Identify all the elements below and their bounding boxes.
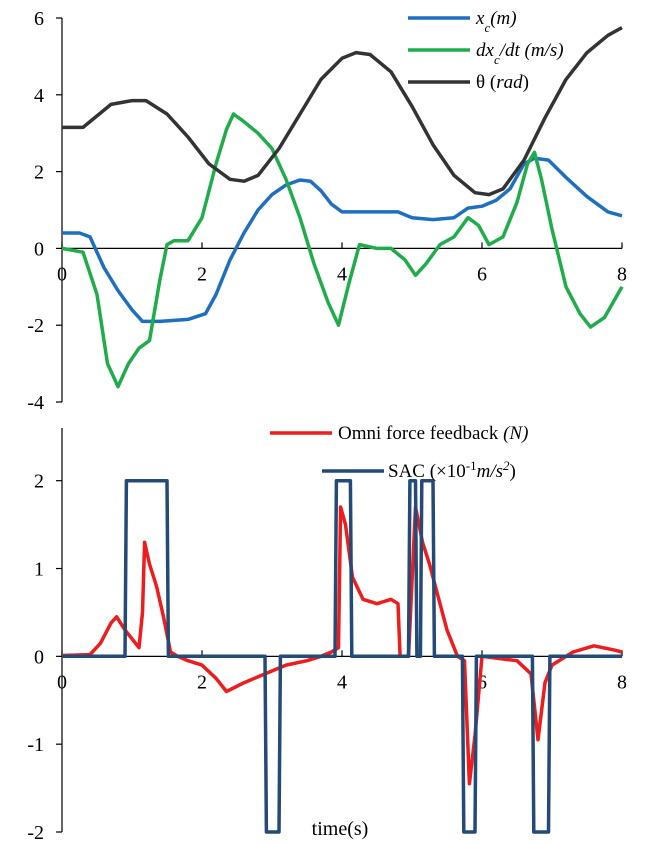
top-y-tick-label: 0 — [34, 238, 44, 260]
bottom-chart-axes: 2 1 0 -1 -2 0 2 4 6 8 — [27, 428, 627, 843]
top-y-tick-label: 2 — [34, 162, 44, 184]
top-series-1-line — [61, 112, 624, 389]
top-y-tick-label: -4 — [27, 392, 44, 414]
bottom-series-0-line — [61, 505, 623, 786]
bottom-y-tick-label: 0 — [34, 646, 44, 668]
top-y-tick-label: 4 — [34, 85, 44, 107]
top-series-0-line — [62, 156, 623, 324]
bottom-y-tick-label: -2 — [27, 822, 44, 843]
bottom-y-tick-label: 2 — [34, 471, 44, 493]
bottom-chart-legend: Omni force feedback (N) SAC (×10-1m/s2) — [270, 423, 528, 482]
top-x-tick-label: 2 — [197, 263, 207, 285]
legend-label-theta: θ (rad) — [476, 72, 529, 93]
top-series-2-line — [62, 26, 623, 197]
legend-label-dxc: dxc/dt (m/s) — [476, 40, 564, 67]
bottom-y-tick-label: 1 — [34, 559, 44, 581]
top-chart-series — [61, 26, 624, 389]
bottom-chart: 2 1 0 -1 -2 0 2 4 6 8 Omni force feedback (N) SAC… — [27, 423, 627, 843]
top-chart-legend: xc(m) dxc/dt (m/s) θ (rad) — [408, 8, 564, 93]
top-chart: 6 4 2 0 -2 -4 0 2 4 6 8 xc(m) dxc/dt (m/s) θ (rad) — [27, 8, 627, 414]
top-x-tick-label: 6 — [477, 263, 487, 285]
bottom-x-tick-label: 0 — [57, 671, 67, 693]
bottom-x-tick-label: 8 — [617, 671, 627, 693]
top-y-tick-label: 6 — [34, 8, 44, 30]
x-axis-title: time(s) — [312, 818, 369, 840]
top-x-tick-label: 8 — [617, 263, 627, 285]
legend-label-xc: xc(m) — [475, 8, 517, 35]
top-x-tick-label: 0 — [57, 263, 67, 285]
bottom-y-tick-label: -1 — [27, 734, 44, 756]
bottom-x-tick-label: 4 — [337, 671, 347, 693]
legend-label-omni: Omni force feedback (N) — [338, 423, 528, 444]
bottom-x-tick-label: 2 — [197, 671, 207, 693]
top-y-tick-label: -2 — [27, 315, 44, 337]
top-chart-axes: 6 4 2 0 -2 -4 0 2 4 6 8 — [27, 8, 627, 414]
legend-label-sac: SAC (×10-1m/s2) — [388, 458, 516, 483]
top-x-tick-label: 4 — [337, 263, 347, 285]
bottom-chart-series — [61, 478, 623, 834]
bottom-series-1-line — [62, 478, 622, 834]
bottom-x-tick-label: 6 — [477, 671, 487, 693]
